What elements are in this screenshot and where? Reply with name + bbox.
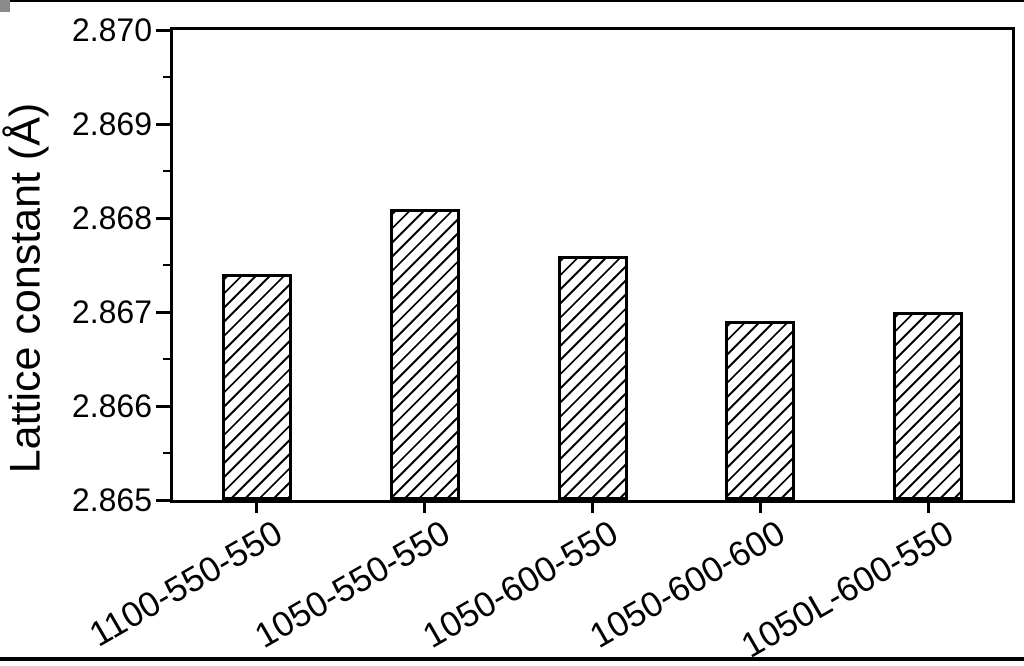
y-axis-major-tick — [156, 498, 171, 502]
bar — [893, 312, 964, 500]
figure-bottom-border-line — [0, 657, 1024, 661]
y-axis-minor-tick — [163, 264, 171, 266]
x-axis-major-tick — [758, 500, 762, 513]
y-axis-major-tick — [156, 28, 171, 32]
y-axis-tick-label: 2.869 — [71, 106, 152, 142]
x-axis-major-tick — [591, 500, 594, 513]
y-axis-minor-tick — [163, 76, 171, 78]
y-axis-major-tick — [156, 122, 171, 126]
y-axis-tick-label: 2.866 — [71, 388, 152, 424]
x-axis-major-tick — [423, 500, 427, 513]
y-axis-major-tick — [156, 310, 171, 314]
y-axis-minor-tick — [163, 452, 171, 454]
bar — [221, 274, 292, 500]
x-axis-major-tick — [926, 500, 930, 513]
top-left-corner-artifact — [0, 0, 10, 12]
y-axis-major-tick — [156, 216, 171, 220]
bar — [557, 255, 628, 500]
bar — [725, 321, 796, 500]
y-axis-minor-tick — [163, 358, 171, 360]
y-axis-tick-label: 2.870 — [71, 12, 152, 48]
y-axis-tick-label: 2.868 — [71, 200, 152, 236]
y-axis-major-tick — [156, 404, 171, 408]
bar — [389, 208, 460, 500]
y-axis-tick-label: 2.865 — [71, 482, 152, 518]
figure-top-border-line — [0, 0, 1024, 2]
y-axis-tick-label: 2.867 — [71, 294, 152, 330]
y-axis-minor-tick — [163, 170, 171, 172]
x-axis-major-tick — [255, 500, 259, 513]
